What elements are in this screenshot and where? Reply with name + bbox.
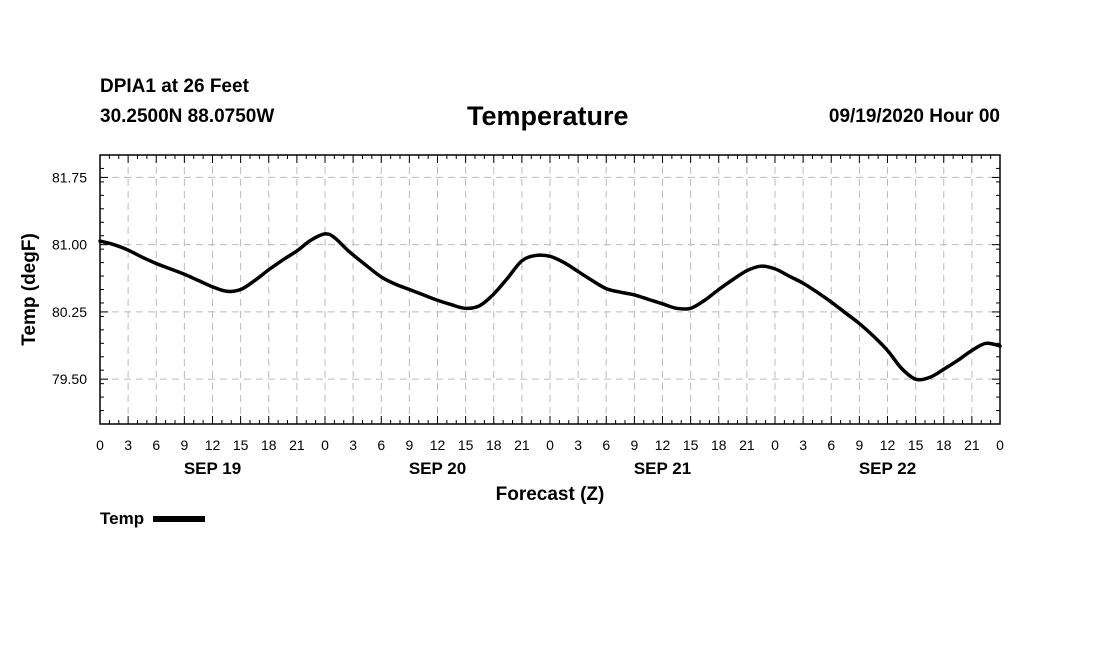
day-label: SEP 21 — [634, 459, 691, 478]
x-tick-label: 3 — [574, 437, 582, 453]
y-axis-label: Temp (degF) — [19, 233, 40, 346]
x-tick-label: 0 — [321, 437, 329, 453]
x-tick-label: 9 — [630, 437, 638, 453]
legend-label: Temp — [100, 509, 145, 528]
x-tick-label: 12 — [205, 437, 221, 453]
x-tick-label: 3 — [799, 437, 807, 453]
x-tick-label: 21 — [514, 437, 530, 453]
x-tick-label: 0 — [996, 437, 1004, 453]
y-tick-label: 80.25 — [52, 304, 87, 320]
x-tick-label: 15 — [458, 437, 474, 453]
day-label: SEP 20 — [409, 459, 466, 478]
x-tick-label: 12 — [430, 437, 446, 453]
x-tick-label: 18 — [936, 437, 952, 453]
x-tick-label: 9 — [405, 437, 413, 453]
y-tick-label: 81.75 — [52, 169, 87, 185]
y-tick-label: 81.00 — [52, 237, 87, 253]
x-tick-label: 15 — [683, 437, 699, 453]
x-tick-label: 21 — [289, 437, 305, 453]
day-label: SEP 22 — [859, 459, 916, 478]
x-tick-label: 12 — [655, 437, 671, 453]
legend: Temp — [100, 509, 206, 529]
x-tick-label: 18 — [261, 437, 277, 453]
day-label: SEP 19 — [184, 459, 241, 478]
x-tick-label: 6 — [602, 437, 610, 453]
x-tick-label: 3 — [349, 437, 357, 453]
x-tick-label: 6 — [377, 437, 385, 453]
x-tick-label: 0 — [771, 437, 779, 453]
x-tick-label: 15 — [233, 437, 249, 453]
station-label: DPIA1 at 26 Feet — [100, 76, 249, 97]
y-tick-label: 79.50 — [52, 371, 87, 387]
x-tick-label: 6 — [827, 437, 835, 453]
x-tick-label: 6 — [152, 437, 160, 453]
chart-title: Temperature — [467, 101, 629, 131]
coordinates-label: 30.2500N 88.0750W — [100, 106, 275, 127]
x-tick-label: 3 — [124, 437, 132, 453]
x-tick-label: 9 — [180, 437, 188, 453]
x-tick-label: 21 — [964, 437, 980, 453]
x-tick-label: 18 — [486, 437, 502, 453]
label-layer: 0 3 6 9 12 15 18 21 0 3 6 9 12 15 18 21 0 3 6 9 12 15 18 21 0 3 6 9… — [52, 169, 1004, 478]
x-tick-label: 15 — [908, 437, 924, 453]
x-tick-label: 18 — [711, 437, 727, 453]
forecast-datetime: 09/19/2020 Hour 00 — [828, 106, 1000, 127]
x-tick-label: 9 — [855, 437, 863, 453]
x-tick-label: 21 — [739, 437, 755, 453]
x-tick-label: 12 — [880, 437, 896, 453]
plot-frame — [99, 154, 1001, 425]
legend-line-swatch — [153, 516, 206, 522]
x-tick-label: 0 — [96, 437, 104, 453]
series-layer — [98, 232, 1002, 382]
x-tick-label: 0 — [546, 437, 554, 453]
series-line-temp — [98, 232, 1002, 382]
x-axis-label: Forecast (Z) — [496, 484, 605, 505]
